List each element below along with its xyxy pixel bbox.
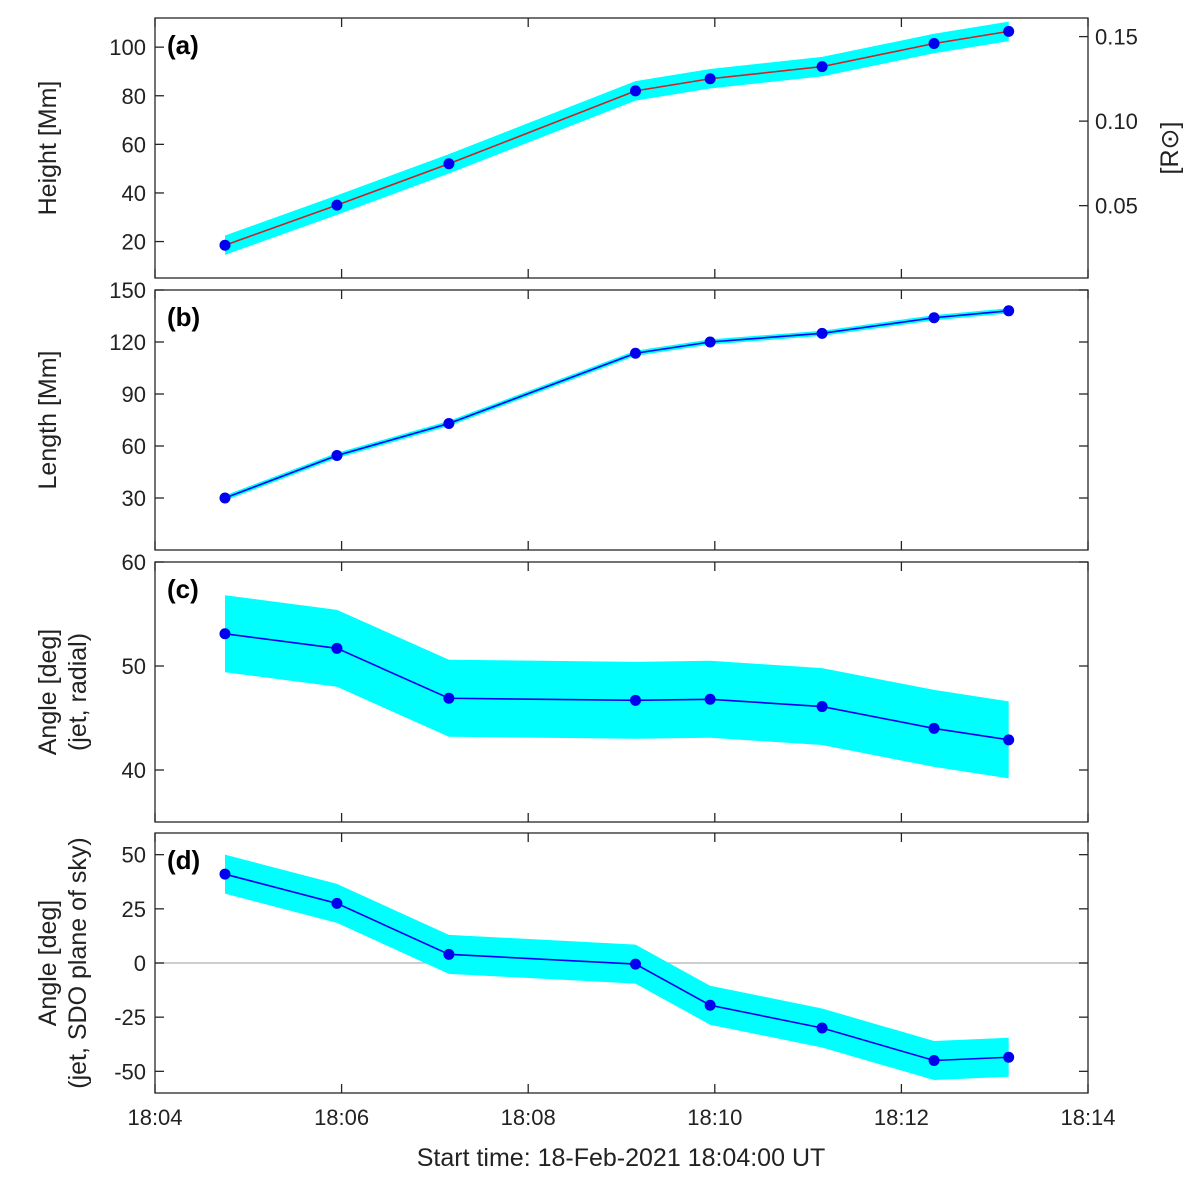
- data-point: [629, 958, 641, 970]
- data-point: [1003, 1051, 1015, 1063]
- y-tick-label: 40: [122, 181, 146, 206]
- data-point: [443, 692, 455, 704]
- plot-area: [224, 595, 1009, 779]
- panel-label: (b): [167, 302, 200, 332]
- series-line: [224, 632, 1009, 741]
- axis-frame: [154, 561, 1089, 823]
- data-point: [816, 1022, 828, 1034]
- y-tick-label: 60: [122, 434, 146, 459]
- series-line: [224, 310, 1009, 499]
- panel-label: (c): [167, 574, 199, 604]
- data-point: [704, 693, 716, 705]
- y-tick-label: 0: [134, 951, 146, 976]
- y-axis-label: Angle [deg]: [34, 629, 62, 756]
- data-point: [629, 85, 641, 97]
- y-tick-label: 100: [109, 35, 146, 60]
- y-axis-label: Height [Mm]: [34, 81, 62, 216]
- y-tick-label: 50: [122, 843, 146, 868]
- data-point: [704, 999, 716, 1011]
- data-point: [816, 61, 828, 73]
- y-tick-label: 90: [122, 382, 146, 407]
- right-y-tick-label: 0.15: [1095, 25, 1138, 50]
- right-y-axis-label: [R⊙]: [1156, 122, 1184, 175]
- y-axis-label: Length [Mm]: [34, 351, 62, 490]
- panel-d: -50 -25 0 25 50 Angle [deg] (jet, SDO plane of…: [34, 832, 1089, 1094]
- x-tick-label: 18:04: [127, 1105, 182, 1130]
- y-tick-label: 60: [122, 132, 146, 157]
- panels: 20 40 60 80 100 0.05 0.10 0.15 [R⊙] Height [Mm] (a…: [34, 17, 1184, 1094]
- data-point: [331, 642, 343, 654]
- data-point: [443, 158, 455, 170]
- panel-a: 20 40 60 80 100 0.05 0.10 0.15 [R⊙] Height [Mm] (a…: [34, 17, 1184, 279]
- y-tick-label: 50: [122, 654, 146, 679]
- data-point: [219, 239, 231, 251]
- data-point: [629, 347, 641, 359]
- y-tick-label: 40: [122, 758, 146, 783]
- data-point: [928, 1055, 940, 1066]
- plot-area: [155, 854, 1088, 1080]
- y-tick-label: 25: [122, 897, 146, 922]
- data-point: [816, 701, 828, 713]
- data-point: [928, 312, 940, 324]
- panel-label: (a): [167, 30, 199, 60]
- right-y-tick-label: 0.10: [1095, 109, 1138, 134]
- data-point: [1003, 305, 1015, 317]
- uncertainty-band: [224, 854, 1009, 1080]
- data-point: [443, 417, 455, 429]
- data-point: [219, 868, 231, 880]
- data-point: [629, 694, 641, 706]
- x-tick-label: 18:08: [501, 1105, 556, 1130]
- uncertainty-band: [224, 595, 1009, 779]
- y-tick-label: 150: [109, 278, 146, 303]
- y-tick-label: -25: [114, 1005, 146, 1030]
- series-line: [224, 873, 1009, 1062]
- data-point: [928, 38, 940, 50]
- data-point: [443, 948, 455, 960]
- panel-label: (d): [167, 845, 200, 875]
- data-point: [219, 628, 231, 640]
- x-tick-label: 18:10: [687, 1105, 742, 1130]
- series-line: [224, 30, 1009, 246]
- y-axis-label: (jet, SDO plane of sky): [64, 837, 92, 1088]
- data-point: [219, 492, 231, 504]
- axis-frame: [154, 289, 1089, 551]
- y-tick-label: 30: [122, 486, 146, 511]
- x-tick-label: 18:06: [314, 1105, 369, 1130]
- y-axis-label: (jet, radial): [64, 633, 92, 751]
- data-point: [816, 327, 828, 339]
- plot-area: [224, 308, 1009, 501]
- data-point: [331, 199, 343, 211]
- x-axis-label: Start time: 18-Feb-2021 18:04:00 UT: [417, 1144, 826, 1172]
- y-axis-label: Angle [deg]: [34, 900, 62, 1027]
- data-point: [1003, 734, 1015, 746]
- right-y-tick-label: 0.05: [1095, 194, 1138, 219]
- data-point: [704, 336, 716, 348]
- y-tick-label: 120: [109, 330, 146, 355]
- y-tick-label: 60: [122, 550, 146, 575]
- panel-c: 40 50 60 Angle [deg] (jet, radial) (c): [34, 550, 1089, 823]
- x-tick-label: 18:14: [1060, 1105, 1115, 1130]
- panel-b: 30 60 90 120 150 Length [Mm] (b): [34, 278, 1089, 551]
- data-point: [331, 897, 343, 909]
- axis-frame: [154, 17, 1089, 279]
- x-tick-labels: 18:04 18:06 18:08 18:10 18:12 18:14: [127, 1105, 1115, 1130]
- y-tick-label: 20: [122, 230, 146, 255]
- y-tick-label: 80: [122, 84, 146, 109]
- data-point: [704, 73, 716, 85]
- y-tick-label: -50: [114, 1059, 146, 1084]
- x-tick-label: 18:12: [874, 1105, 929, 1130]
- data-point: [331, 450, 343, 462]
- data-point: [1003, 25, 1015, 37]
- data-point: [928, 722, 940, 734]
